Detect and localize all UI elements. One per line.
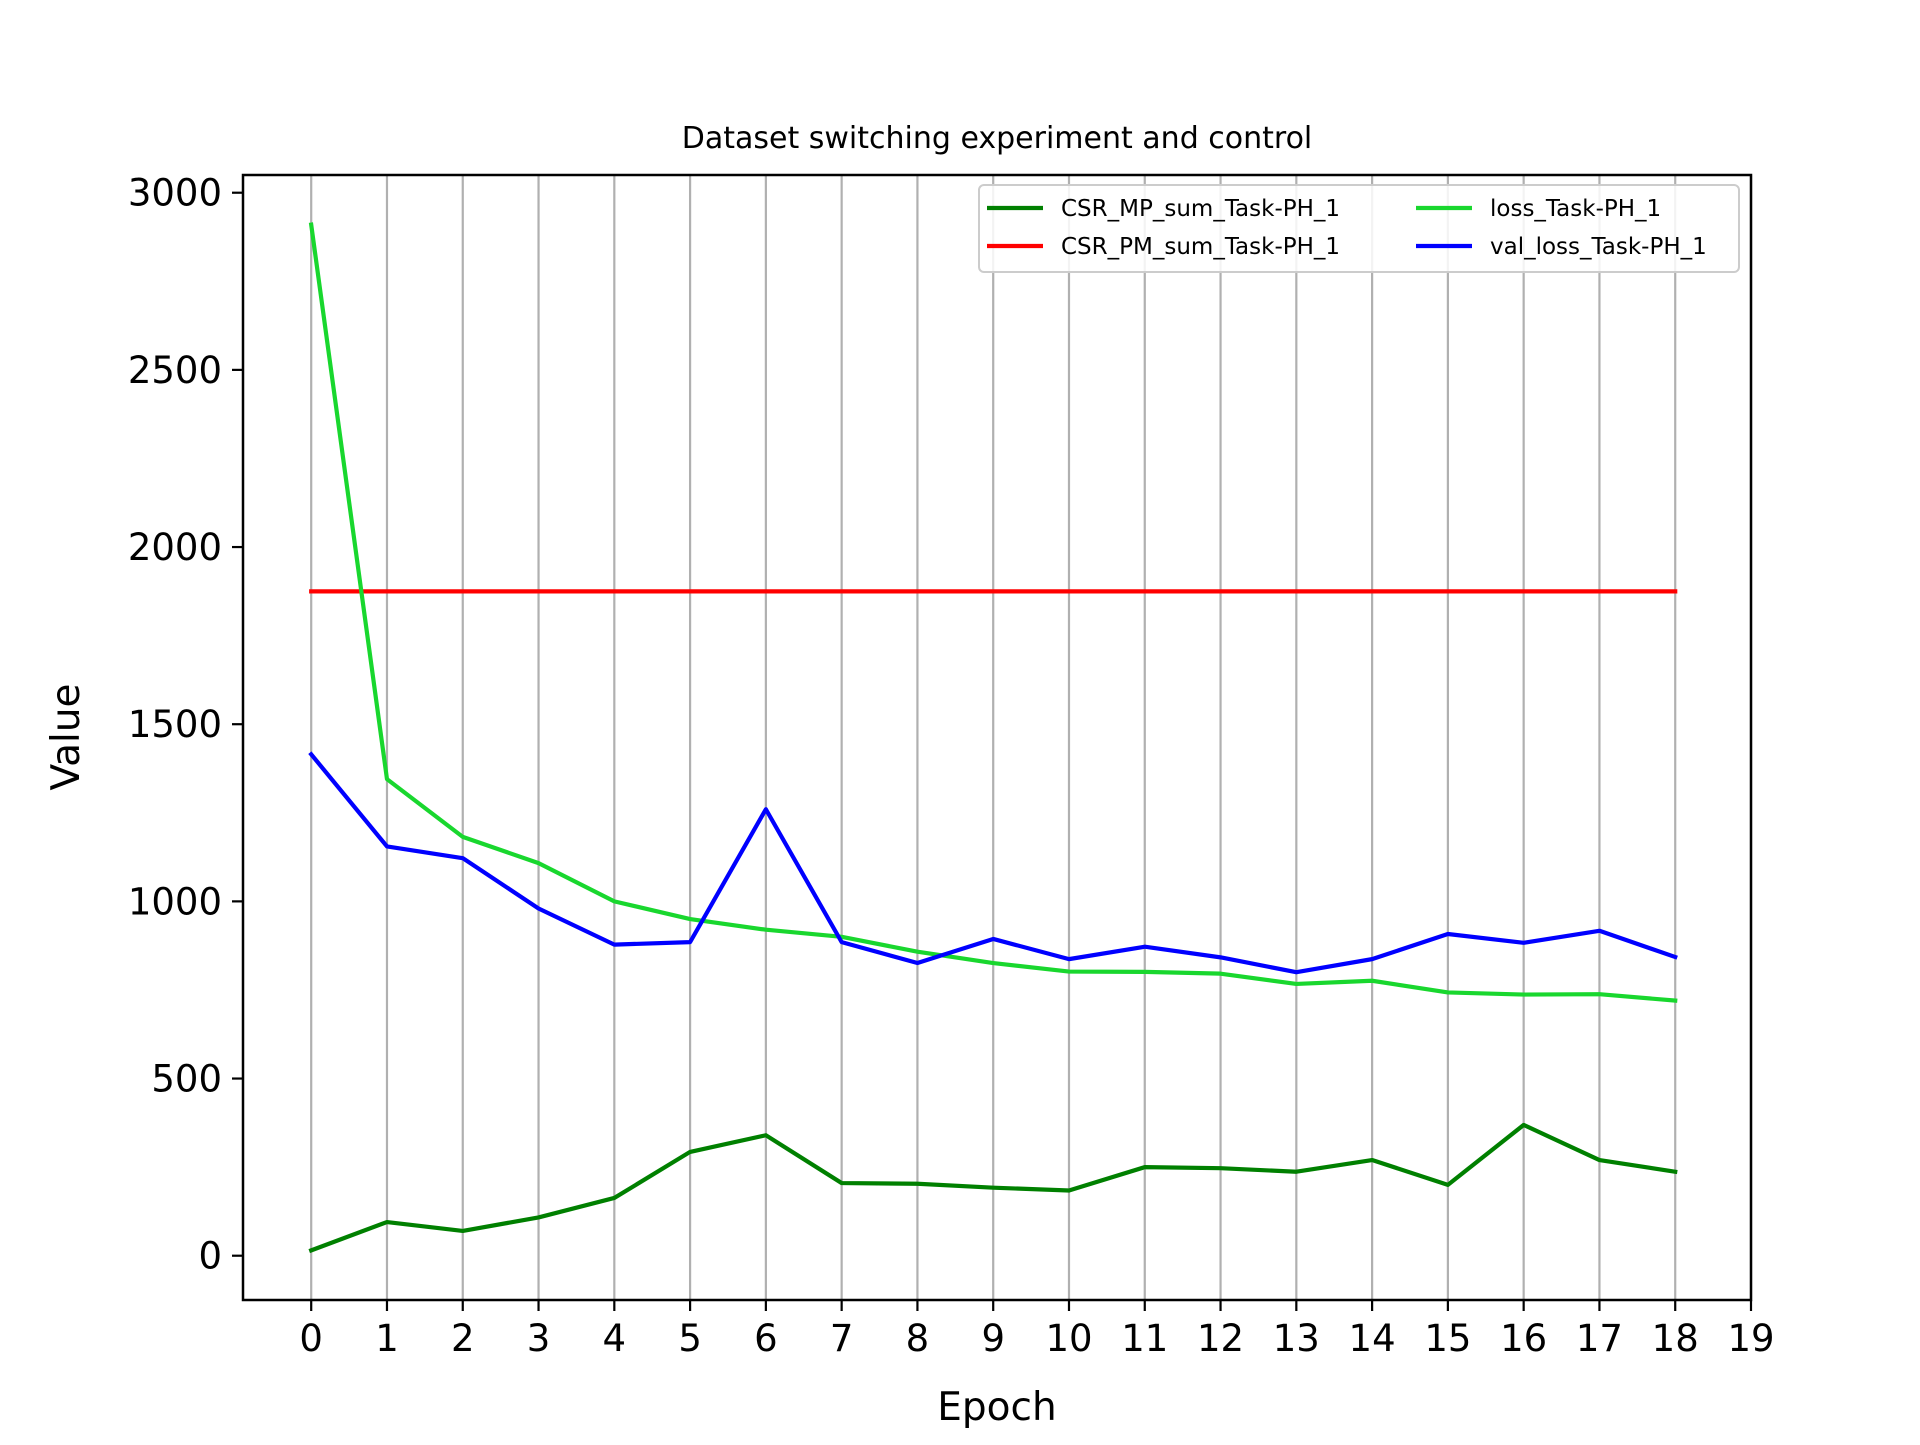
- x-tick-label: 16: [1500, 1317, 1547, 1360]
- x-tick-label: 19: [1727, 1317, 1774, 1360]
- y-tick-label: 1000: [128, 880, 222, 923]
- x-tick-label: 10: [1045, 1317, 1092, 1360]
- x-tick-label: 0: [299, 1317, 323, 1360]
- chart-title: Dataset switching experiment and control: [682, 121, 1313, 156]
- y-tick-label: 3000: [128, 172, 222, 215]
- y-tick-label: 1500: [128, 703, 222, 746]
- plot-frame: [243, 175, 1751, 1300]
- legend: CSR_MP_sum_Task-PH_1 CSR_PM_sum_Task-PH_1…: [979, 185, 1739, 272]
- x-tick-label: 18: [1652, 1317, 1699, 1360]
- y-axis-label: Value: [44, 683, 89, 790]
- x-tick-label: 2: [451, 1317, 475, 1360]
- x-tick-label: 14: [1349, 1317, 1396, 1360]
- x-tick-label: 1: [375, 1317, 399, 1360]
- legend-label: CSR_MP_sum_Task-PH_1: [1061, 196, 1340, 222]
- y-tick-label: 2000: [128, 526, 222, 569]
- x-tick-label: 13: [1273, 1317, 1320, 1360]
- legend-label: loss_Task-PH_1: [1490, 196, 1661, 222]
- y-tick-label: 500: [151, 1058, 222, 1101]
- x-tick-label: 15: [1424, 1317, 1471, 1360]
- legend-label: val_loss_Task-PH_1: [1490, 234, 1707, 260]
- y-axis-ticks: 0 500 1000 1500 2000 2500 3000: [128, 172, 243, 1278]
- legend-label: CSR_PM_sum_Task-PH_1: [1061, 234, 1340, 260]
- x-axis-label: Epoch: [937, 1385, 1056, 1430]
- x-tick-label: 4: [603, 1317, 627, 1360]
- y-tick-label: 0: [198, 1235, 222, 1278]
- x-tick-label: 9: [981, 1317, 1005, 1360]
- x-tick-label: 3: [527, 1317, 551, 1360]
- x-tick-label: 12: [1197, 1317, 1244, 1360]
- x-tick-label: 11: [1121, 1317, 1168, 1360]
- x-tick-label: 7: [830, 1317, 854, 1360]
- x-tick-label: 17: [1576, 1317, 1623, 1360]
- x-tick-label: 8: [906, 1317, 930, 1360]
- y-tick-label: 2500: [128, 349, 222, 392]
- x-tick-label: 5: [678, 1317, 702, 1360]
- x-tick-label: 6: [754, 1317, 778, 1360]
